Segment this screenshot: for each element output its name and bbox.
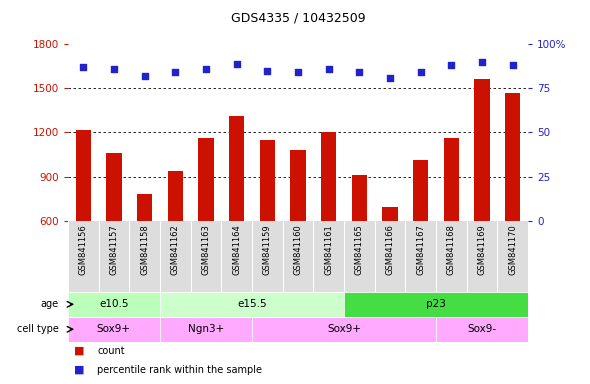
Text: GSM841166: GSM841166 xyxy=(385,224,395,275)
Point xyxy=(477,59,487,65)
Text: p23: p23 xyxy=(426,299,446,310)
Text: GSM841163: GSM841163 xyxy=(201,224,211,275)
Text: GDS4335 / 10432509: GDS4335 / 10432509 xyxy=(231,12,365,25)
Bar xyxy=(474,79,490,221)
Point xyxy=(140,73,149,79)
Text: GSM841158: GSM841158 xyxy=(140,224,149,275)
Text: Sox9-: Sox9- xyxy=(467,324,497,334)
Text: GSM841161: GSM841161 xyxy=(324,224,333,275)
Text: e10.5: e10.5 xyxy=(99,299,129,310)
Point xyxy=(171,70,180,76)
Text: GSM841159: GSM841159 xyxy=(263,224,272,275)
Point xyxy=(355,70,364,76)
Text: GSM841170: GSM841170 xyxy=(508,224,517,275)
Text: GSM841162: GSM841162 xyxy=(171,224,180,275)
Point xyxy=(293,70,303,76)
Text: GSM841169: GSM841169 xyxy=(477,224,487,275)
Bar xyxy=(290,150,306,221)
Point xyxy=(324,66,333,72)
Bar xyxy=(168,171,183,221)
Text: GSM841160: GSM841160 xyxy=(293,224,303,275)
Bar xyxy=(344,292,528,317)
Point xyxy=(508,62,517,68)
Bar xyxy=(68,292,160,317)
Point xyxy=(447,62,456,68)
Text: count: count xyxy=(97,346,125,356)
Point xyxy=(201,66,211,72)
Bar xyxy=(321,132,336,221)
Text: GSM841157: GSM841157 xyxy=(109,224,119,275)
Text: GSM841168: GSM841168 xyxy=(447,224,456,275)
Bar xyxy=(198,137,214,221)
Bar xyxy=(106,153,122,221)
Bar xyxy=(444,137,459,221)
Bar xyxy=(260,140,275,221)
Text: e15.5: e15.5 xyxy=(237,299,267,310)
Bar xyxy=(436,317,528,342)
Point xyxy=(263,68,272,74)
Bar xyxy=(229,116,244,221)
Bar xyxy=(160,292,344,317)
Text: GSM841167: GSM841167 xyxy=(416,224,425,275)
Bar xyxy=(382,207,398,221)
Bar xyxy=(76,129,91,221)
Text: percentile rank within the sample: percentile rank within the sample xyxy=(97,365,263,375)
Bar xyxy=(137,194,152,221)
Text: GSM841165: GSM841165 xyxy=(355,224,364,275)
Text: Sox9+: Sox9+ xyxy=(327,324,361,334)
Text: age: age xyxy=(41,299,58,310)
Text: ■: ■ xyxy=(74,346,84,356)
Text: GSM841164: GSM841164 xyxy=(232,224,241,275)
Bar xyxy=(505,93,520,221)
Point xyxy=(232,61,241,67)
Bar xyxy=(160,317,252,342)
Point xyxy=(109,66,119,72)
Bar xyxy=(252,317,436,342)
Text: Ngn3+: Ngn3+ xyxy=(188,324,224,334)
Text: GSM841156: GSM841156 xyxy=(78,224,88,275)
Text: ■: ■ xyxy=(74,365,84,375)
Text: cell type: cell type xyxy=(17,324,58,334)
Bar xyxy=(413,161,428,221)
Text: Sox9+: Sox9+ xyxy=(97,324,131,334)
Point xyxy=(78,64,88,70)
Bar xyxy=(352,175,367,221)
Point xyxy=(416,70,425,76)
Bar xyxy=(68,317,160,342)
Point xyxy=(385,74,395,81)
